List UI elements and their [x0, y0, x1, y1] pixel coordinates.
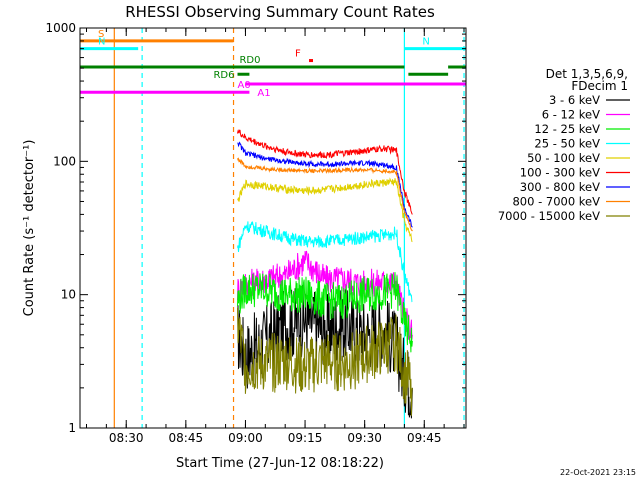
legend-header-2: FDecim 1 — [571, 79, 628, 93]
series-line-3 — [237, 221, 413, 303]
legend-label-6: 300 - 800 keV — [520, 180, 600, 194]
state-bar-label-6: RD6 — [213, 70, 234, 81]
legend-label-2: 12 - 25 keV — [534, 122, 600, 136]
series-lines — [237, 128, 413, 419]
y-axis-label: Count Rate (s⁻¹ detector⁻¹) — [22, 140, 37, 317]
legend-label-1: 6 - 12 keV — [542, 108, 600, 122]
x-tick-label-4: 09:30 — [347, 431, 382, 445]
series-line-4 — [237, 177, 413, 243]
y-tick-label-0: 1 — [68, 421, 76, 435]
series-line-8 — [237, 307, 413, 416]
series-line-2 — [237, 272, 413, 353]
y-tick-label-2: 100 — [53, 154, 76, 168]
legend-label-8: 7000 - 15000 keV — [498, 209, 600, 223]
legend-label-7: 800 - 7000 keV — [512, 195, 600, 209]
legend-label-4: 50 - 100 keV — [527, 151, 600, 165]
state-bar-label-8: A0 — [237, 80, 250, 91]
state-bar-label-3: F — [295, 49, 301, 60]
series-line-5 — [237, 128, 413, 215]
y-tick-label-1: 10 — [61, 288, 76, 302]
legend-label-5: 100 - 300 keV — [520, 166, 600, 180]
series-line-7 — [237, 157, 413, 232]
state-bar-label-1: N — [98, 37, 105, 48]
state-bar-label-9: A1 — [257, 88, 270, 99]
legend-label-0: 3 - 6 keV — [549, 93, 600, 107]
x-tick-label-3: 09:15 — [288, 431, 323, 445]
series-line-1 — [237, 250, 413, 340]
x-tick-label-2: 09:00 — [228, 431, 263, 445]
y-tick-label-3: 1000 — [45, 21, 76, 35]
series-line-6 — [237, 141, 413, 228]
chart-title: RHESSI Observing Summary Count Rates — [125, 3, 435, 21]
state-bar-label-0: S — [98, 29, 104, 40]
x-tick-label-0: 08:30 — [109, 431, 144, 445]
legend-header-1: Det 1,3,5,6,9, — [546, 67, 628, 81]
x-tick-label-5: 09:45 — [407, 431, 442, 445]
state-bar-label-2: N — [422, 37, 429, 48]
x-axis-label: Start Time (27-Jun-12 08:18:22) — [176, 456, 384, 471]
plot-frame — [79, 27, 467, 429]
x-tick-label-1: 08:45 — [169, 431, 204, 445]
footer-timestamp: 22-Oct-2021 23:15 — [560, 468, 636, 477]
vertical-markers — [113, 28, 465, 428]
legend-label-3: 25 - 50 keV — [534, 137, 600, 151]
axes: 08:30 08:45 09:00 09:15 09:30 09:45 1 10 100 1000 — [45, 21, 466, 445]
state-bar-label-4: RD0 — [239, 55, 260, 66]
